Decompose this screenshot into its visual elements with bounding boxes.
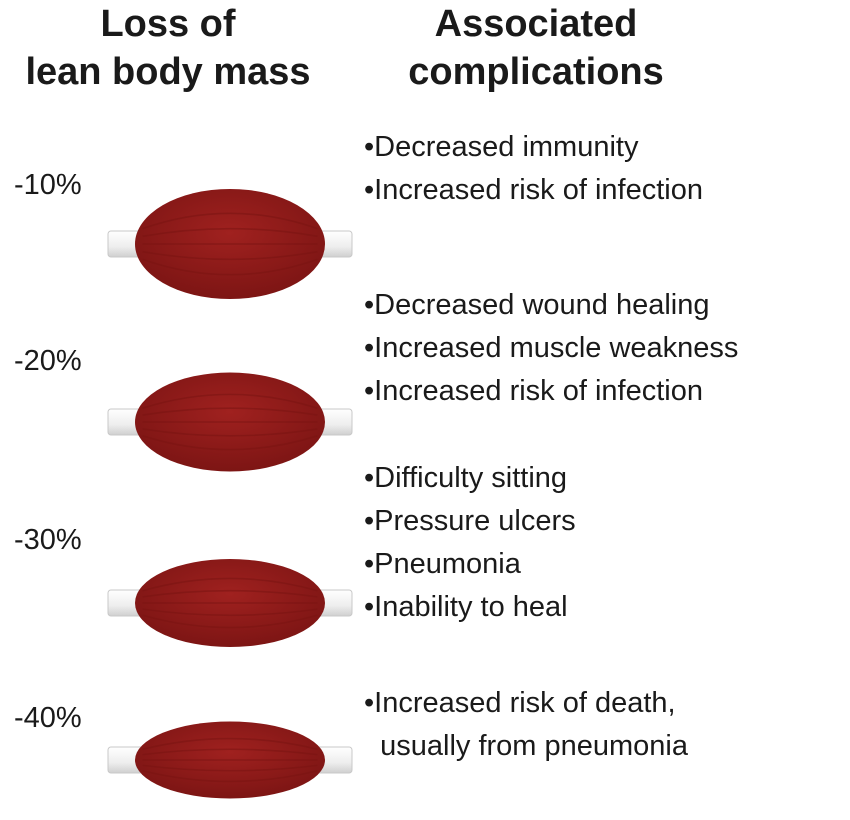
muscle-svg	[107, 372, 353, 472]
muscle-fiber	[142, 608, 318, 617]
muscle-fiber	[142, 748, 318, 756]
header-line: Associated	[434, 3, 638, 45]
complication-item: •Decreased immunity	[364, 126, 703, 169]
complication-item: •Increased risk of death,	[364, 682, 688, 725]
muscle-fiber	[142, 393, 318, 409]
muscle-illustration-30	[100, 543, 360, 663]
muscle-fiber	[142, 258, 318, 276]
complication-item: •Decreased wound healing	[364, 284, 738, 327]
muscle-illustration-10	[100, 184, 360, 304]
complication-text: usually from pneumonia	[364, 730, 688, 762]
complication-item: •Pneumonia	[364, 543, 576, 586]
muscle-fiber	[142, 407, 318, 416]
muscle-fiber	[142, 737, 318, 751]
muscle-svg	[107, 559, 353, 647]
complication-item: •Increased muscle weakness	[364, 327, 738, 370]
muscle-fiber	[142, 212, 318, 230]
header-line: lean body mass	[25, 51, 311, 93]
percent-label-40: -40%	[14, 702, 82, 734]
percent-label-20: -20%	[14, 345, 82, 377]
complication-text: •Decreased immunity	[364, 131, 639, 163]
complication-item: •Increased risk of infection	[364, 370, 738, 413]
complications-list-10: •Decreased immunity •Increased risk of in…	[364, 126, 703, 212]
percent-label-30: -30%	[14, 524, 82, 556]
complication-text: •Decreased wound healing	[364, 289, 710, 321]
header-line: Loss of	[100, 3, 236, 45]
muscle-fiber	[142, 614, 318, 629]
muscle-fiber	[142, 435, 318, 451]
complication-text: •Inability to heal	[364, 591, 568, 623]
muscle-fiber	[142, 428, 318, 437]
complication-item: •Inability to heal	[364, 586, 576, 629]
complication-item: •Increased risk of infection	[364, 169, 703, 212]
complications-list-20: •Decreased wound healing •Increased muscl…	[364, 284, 738, 413]
muscle-fiber	[142, 589, 318, 598]
complication-item: usually from pneumonia	[364, 725, 688, 768]
header-line: complications	[408, 51, 664, 93]
complication-text: •Increased muscle weakness	[364, 332, 739, 364]
complications-list-30: •Difficulty sitting •Pressure ulcers •Pneu…	[364, 457, 576, 629]
complication-text: •Pneumonia	[364, 548, 521, 580]
muscle-fiber	[142, 764, 318, 772]
complication-text: •Increased risk of infection	[364, 375, 703, 407]
muscle-fiber	[142, 227, 318, 238]
muscle-svg	[107, 189, 353, 299]
muscle-illustration-40	[100, 700, 360, 820]
complication-text: •Increased risk of death,	[364, 687, 676, 719]
lean-body-mass-header: Loss of lean body mass	[0, 0, 336, 96]
muscle-fiber	[142, 577, 318, 592]
complication-text: •Pressure ulcers	[364, 505, 576, 537]
complications-header: Associated complications	[366, 0, 706, 96]
muscle-svg	[107, 721, 353, 799]
muscle-fiber	[142, 769, 318, 783]
complication-text: •Difficulty sitting	[364, 462, 568, 494]
complications-list-40: •Increased risk of death, usually from p…	[364, 682, 688, 768]
muscle-illustration-20	[100, 362, 360, 482]
complication-item: •Difficulty sitting	[364, 457, 576, 500]
muscle-fiber	[142, 250, 318, 261]
complication-text: •Increased risk of infection	[364, 174, 703, 206]
complication-item: •Pressure ulcers	[364, 500, 576, 543]
percent-label-10: -10%	[14, 169, 82, 201]
